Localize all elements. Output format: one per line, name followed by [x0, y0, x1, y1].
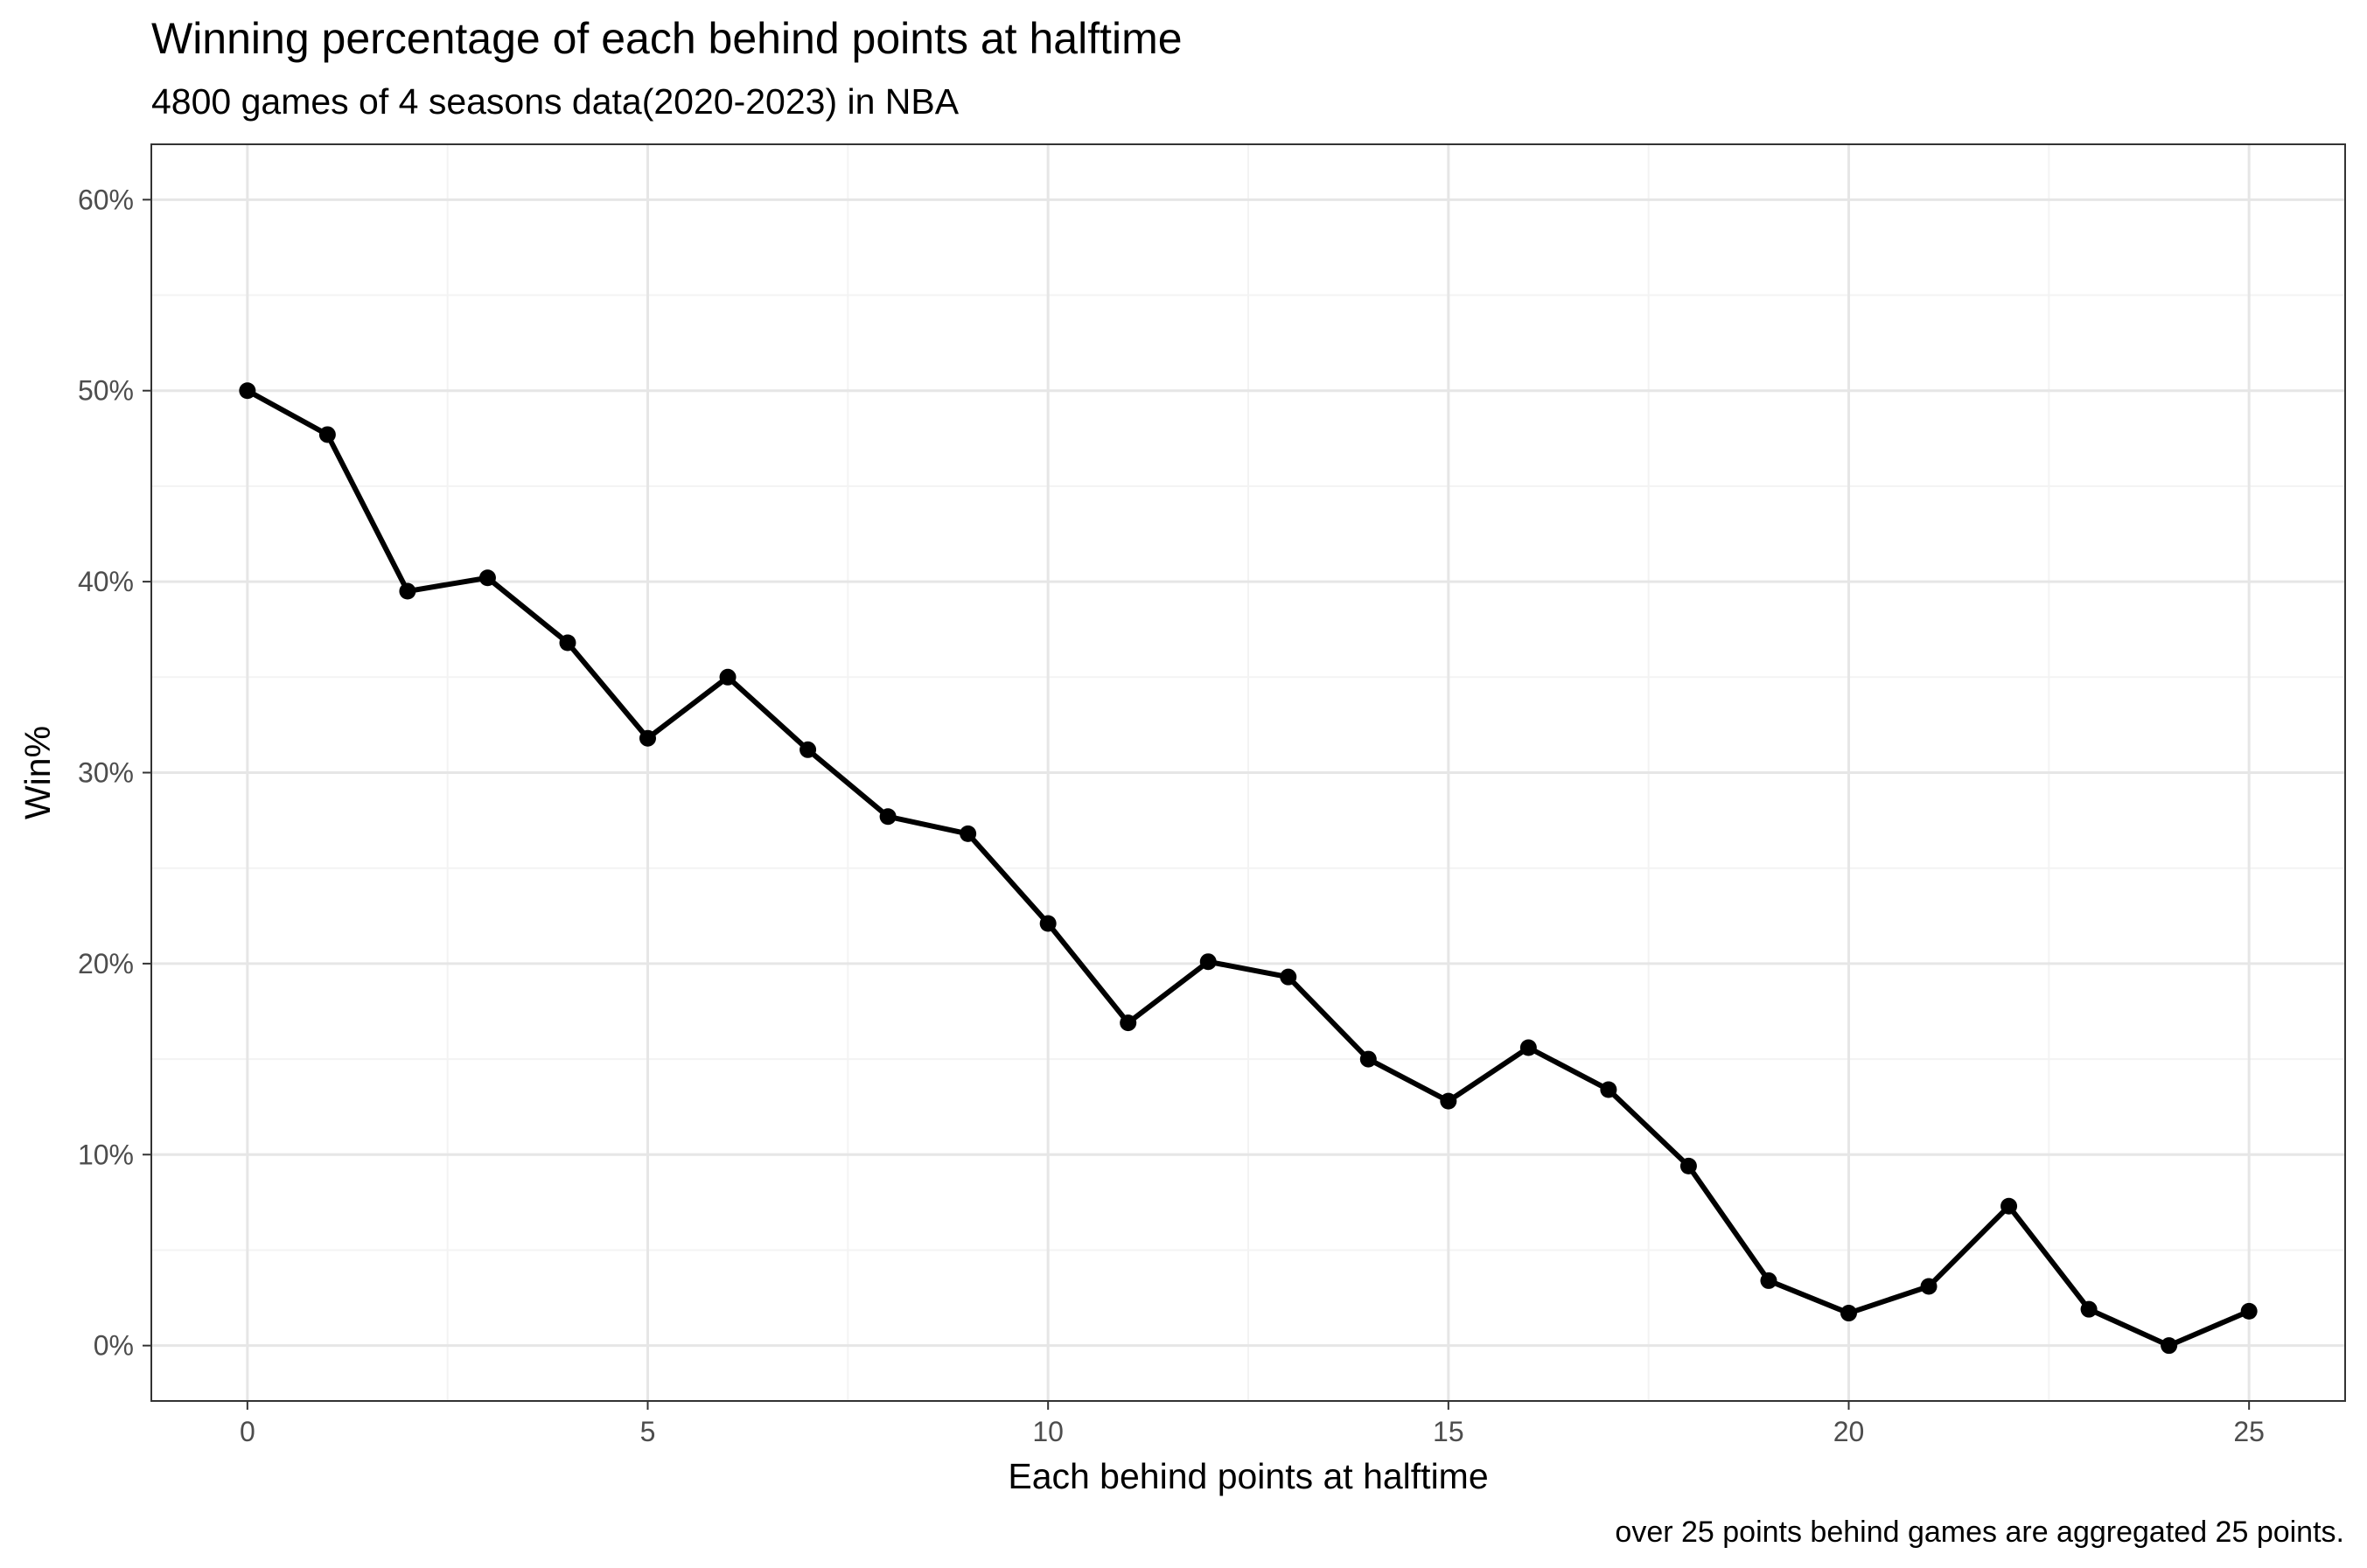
data-point	[2080, 1300, 2098, 1318]
data-points	[239, 382, 2258, 1355]
x-tick-label: 25	[2233, 1416, 2265, 1447]
data-point	[1359, 1050, 1377, 1068]
data-point	[1199, 953, 1217, 971]
data-point	[559, 634, 576, 652]
data-point	[960, 825, 977, 842]
chart-title: Winning percentage of each behind points…	[151, 14, 1183, 63]
data-point	[2240, 1302, 2258, 1320]
data-point	[639, 729, 657, 747]
x-tick-label: 10	[1032, 1416, 1064, 1447]
y-axis-title: Win%	[17, 726, 58, 819]
data-point	[1600, 1081, 1617, 1098]
y-tick-label: 10%	[78, 1139, 134, 1170]
data-point	[399, 582, 416, 600]
series-line	[244, 387, 2252, 1348]
data-point	[1280, 968, 1297, 986]
data-point	[478, 569, 496, 587]
data-point	[1039, 915, 1057, 932]
data-point	[879, 808, 897, 826]
data-point	[799, 741, 817, 758]
y-tick-label: 30%	[78, 757, 134, 789]
y-tick-label: 40%	[78, 566, 134, 597]
x-tick-label: 20	[1833, 1416, 1865, 1447]
data-point	[239, 382, 256, 400]
series-line-group	[244, 387, 2252, 1348]
y-tick-label: 50%	[78, 375, 134, 407]
x-tick-label: 15	[1433, 1416, 1464, 1447]
data-point	[318, 426, 336, 443]
data-point	[2000, 1197, 2018, 1215]
data-point	[1519, 1039, 1537, 1056]
x-tick-label: 5	[640, 1416, 656, 1447]
data-point	[719, 668, 737, 686]
data-point	[1920, 1278, 1938, 1295]
data-point	[1840, 1305, 1857, 1322]
data-point	[1760, 1272, 1777, 1289]
axis-ticks: 0 5 10 15 20 25 0% 10% 20% 30% 40% 50% 60%	[78, 184, 2265, 1447]
chart-caption: over 25 points behind games are aggregat…	[1615, 1516, 2344, 1549]
data-point	[1440, 1092, 1457, 1110]
grid	[151, 144, 2345, 1401]
data-point	[1120, 1014, 1137, 1032]
x-axis-title: Each behind points at halftime	[1008, 1456, 1488, 1496]
data-point	[2161, 1337, 2178, 1355]
data-point	[1679, 1157, 1697, 1174]
y-tick-label: 60%	[78, 184, 134, 215]
x-tick-label: 0	[240, 1416, 255, 1447]
chart-subtitle: 4800 games of 4 seasons data(2020-2023) …	[151, 81, 960, 122]
y-tick-label: 20%	[78, 948, 134, 979]
y-tick-label: 0%	[94, 1330, 134, 1362]
